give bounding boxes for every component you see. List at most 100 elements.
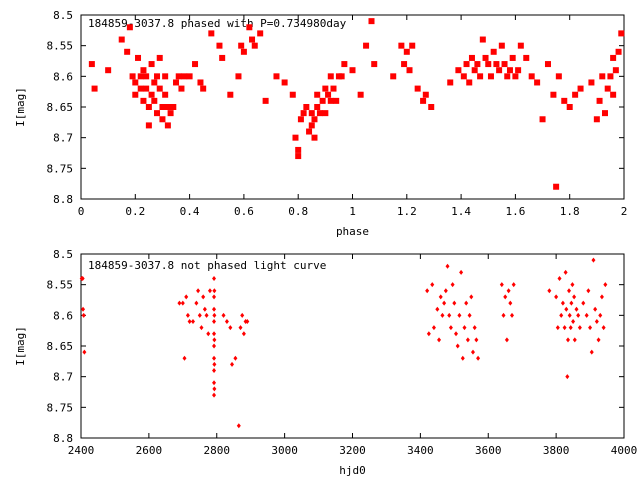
phased-x-axis-label: phase — [336, 225, 369, 238]
data-point — [202, 306, 207, 312]
data-point — [454, 331, 459, 337]
data-point — [230, 361, 235, 367]
data-point — [544, 61, 551, 68]
data-point — [170, 104, 177, 110]
data-point — [319, 97, 326, 104]
data-point — [496, 67, 503, 74]
data-point — [572, 91, 579, 98]
data-point — [420, 97, 427, 104]
data-point — [182, 355, 187, 361]
data-point — [528, 73, 535, 80]
data-point — [462, 325, 467, 331]
data-point — [322, 110, 329, 117]
data-point — [503, 294, 508, 300]
data-point — [200, 85, 207, 92]
data-point — [132, 79, 139, 86]
x-tick-label: 0 — [78, 205, 85, 218]
data-point — [289, 91, 296, 98]
data-point — [569, 300, 574, 306]
data-point — [316, 110, 323, 117]
data-point — [469, 294, 474, 300]
data-point — [201, 294, 206, 300]
y-tick-label: 8.7 — [53, 132, 73, 145]
data-point — [228, 325, 233, 331]
data-point — [584, 312, 589, 318]
data-point — [512, 73, 519, 80]
data-point — [466, 79, 473, 86]
data-point — [560, 300, 565, 306]
y-tick-label: 8.5 — [53, 9, 73, 22]
data-point — [148, 91, 155, 98]
data-point — [508, 300, 513, 306]
data-point — [598, 312, 603, 318]
data-point — [398, 42, 405, 49]
data-point — [145, 104, 152, 110]
data-point — [570, 282, 575, 288]
data-point — [563, 269, 568, 275]
data-point — [124, 48, 131, 55]
data-point — [574, 306, 579, 312]
data-point — [564, 306, 569, 312]
data-point — [589, 349, 594, 355]
data-point — [80, 276, 85, 282]
data-point — [612, 67, 619, 74]
data-point — [447, 79, 454, 86]
data-point — [479, 36, 486, 43]
data-point — [137, 73, 144, 80]
x-tick-label: 1.6 — [505, 205, 525, 218]
data-point — [212, 318, 217, 324]
data-point — [425, 288, 430, 294]
data-point — [308, 122, 315, 129]
data-point — [506, 67, 513, 74]
data-point — [431, 325, 436, 331]
data-point — [212, 386, 217, 392]
data-point — [196, 288, 201, 294]
data-point — [457, 312, 462, 318]
data-point — [553, 183, 560, 190]
data-point — [501, 61, 508, 68]
data-point — [159, 116, 166, 123]
data-point — [561, 97, 568, 104]
data-point — [177, 300, 182, 306]
data-point — [327, 97, 334, 104]
data-point — [300, 110, 307, 117]
y-tick-label: 8.8 — [53, 432, 73, 445]
data-point — [460, 73, 467, 80]
data-point — [212, 343, 217, 349]
data-point — [212, 380, 217, 386]
data-point — [406, 67, 413, 74]
x-tick-label: 3400 — [407, 444, 434, 457]
data-point — [562, 325, 567, 331]
phased-light-curve-panel: 0 0.2 0.4 0.6 0.8 1 1.2 1.4 1.6 1.8 2 8.5 8.55 8.6 8.6… — [14, 9, 627, 238]
unphased-x-axis-label: hjd0 — [339, 464, 366, 477]
data-point — [190, 318, 195, 324]
data-point — [349, 67, 356, 74]
data-point — [593, 306, 598, 312]
data-point — [559, 312, 564, 318]
data-point — [414, 85, 421, 92]
data-point — [311, 116, 318, 123]
data-point — [482, 54, 489, 61]
data-point — [599, 73, 606, 80]
data-point — [601, 110, 608, 117]
data-point — [249, 36, 256, 43]
x-tick-label: 1 — [349, 205, 356, 218]
data-point — [235, 73, 242, 80]
x-tick-label: 2 — [621, 205, 628, 218]
data-point — [601, 325, 606, 331]
data-point — [568, 325, 573, 331]
data-point — [487, 73, 494, 80]
x-tick-label: 0.2 — [125, 205, 145, 218]
data-point — [208, 30, 215, 37]
data-point — [82, 349, 87, 355]
data-point — [476, 355, 481, 361]
data-point — [596, 337, 601, 343]
data-point — [591, 257, 596, 263]
x-tick-label: 0.6 — [234, 205, 254, 218]
data-point — [448, 325, 453, 331]
data-point — [460, 355, 465, 361]
data-point — [162, 73, 169, 80]
data-point — [463, 61, 470, 68]
data-point — [588, 325, 593, 331]
